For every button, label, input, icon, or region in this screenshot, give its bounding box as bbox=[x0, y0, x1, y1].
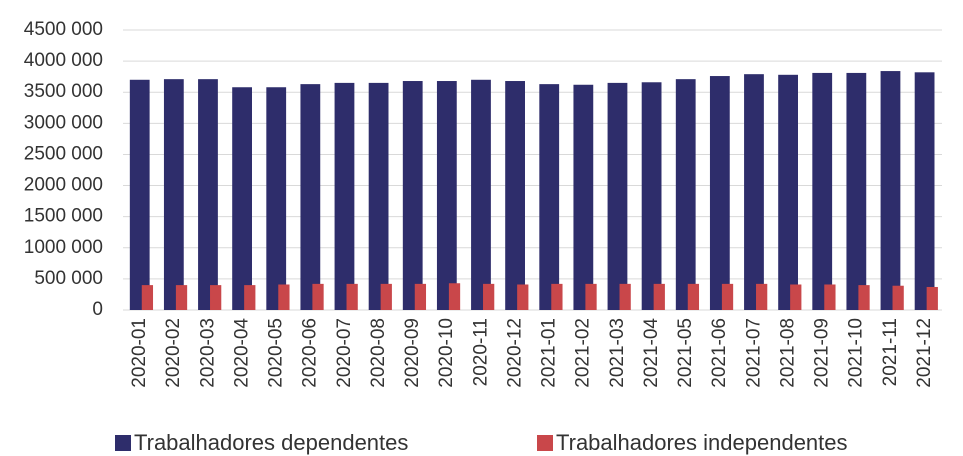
bar bbox=[300, 84, 321, 310]
x-tick-label: 2020-03 bbox=[197, 318, 218, 388]
bar bbox=[926, 286, 938, 310]
x-tick-label: 2021-10 bbox=[846, 318, 867, 388]
bar bbox=[414, 283, 427, 310]
bar bbox=[824, 284, 836, 310]
bar bbox=[573, 84, 594, 310]
y-tick-label: 2500 000 bbox=[24, 143, 103, 164]
y-tick-label: 1000 000 bbox=[24, 237, 103, 258]
bar bbox=[517, 284, 529, 310]
bar bbox=[448, 283, 461, 310]
bar bbox=[312, 283, 324, 310]
y-tick-label: 1500 000 bbox=[24, 206, 103, 227]
x-tick-label: 2020-04 bbox=[231, 318, 252, 388]
bar bbox=[914, 72, 935, 310]
bar bbox=[790, 284, 802, 310]
bar bbox=[483, 283, 495, 310]
x-tick-label: 2020-08 bbox=[368, 318, 389, 388]
bar bbox=[607, 82, 628, 310]
bar bbox=[653, 283, 665, 310]
x-tick-label: 2021-08 bbox=[777, 318, 798, 388]
x-tick-label: 2021-04 bbox=[641, 318, 662, 388]
bar bbox=[619, 283, 631, 310]
bar bbox=[380, 283, 392, 310]
x-tick-label: 2021-09 bbox=[812, 318, 833, 388]
x-tick-label: 2021-01 bbox=[539, 318, 560, 388]
bar bbox=[210, 285, 222, 310]
x-tick-label: 2021-12 bbox=[914, 318, 935, 388]
bar bbox=[778, 74, 798, 310]
y-tick-label: 500 000 bbox=[34, 268, 103, 289]
bar bbox=[892, 285, 904, 310]
bar bbox=[641, 82, 662, 311]
bar bbox=[266, 87, 287, 310]
legend-label: Trabalhadores independentes bbox=[556, 430, 848, 455]
bar bbox=[812, 72, 833, 310]
x-tick-label: 2021-05 bbox=[675, 318, 696, 388]
bar bbox=[846, 72, 867, 310]
x-tick-label: 2020-11 bbox=[470, 318, 491, 386]
bar bbox=[675, 79, 696, 311]
y-tick-label: 0 bbox=[92, 299, 103, 320]
bar bbox=[129, 79, 150, 311]
x-tick-label: 2020-06 bbox=[300, 318, 321, 388]
bar bbox=[709, 76, 730, 311]
bar bbox=[505, 81, 525, 311]
x-tick-label: 2020-05 bbox=[266, 318, 287, 388]
x-tick-label: 2020-10 bbox=[436, 318, 457, 388]
x-tick-label: 2021-03 bbox=[607, 318, 628, 388]
bar bbox=[858, 285, 870, 310]
x-tick-label: 2021-06 bbox=[709, 318, 730, 388]
bar bbox=[687, 283, 700, 310]
legend-swatch bbox=[537, 435, 553, 451]
bar bbox=[244, 285, 256, 310]
x-tick-label: 2020-02 bbox=[163, 318, 184, 388]
y-tick-label: 4500 000 bbox=[24, 19, 103, 40]
x-tick-label: 2020-07 bbox=[334, 318, 355, 388]
y-tick-label: 2000 000 bbox=[24, 175, 103, 196]
bar bbox=[402, 81, 423, 311]
legend-label: Trabalhadores dependentes bbox=[134, 430, 408, 455]
bar bbox=[721, 283, 734, 310]
bar bbox=[551, 283, 563, 310]
bar bbox=[368, 82, 389, 310]
x-tick-label: 2020-12 bbox=[504, 318, 525, 388]
x-tick-label: 2021-11 bbox=[880, 318, 901, 386]
bar bbox=[539, 84, 560, 310]
x-tick-label: 2021-07 bbox=[743, 318, 764, 388]
bar bbox=[163, 79, 184, 311]
bar bbox=[141, 285, 154, 310]
bar bbox=[175, 285, 188, 310]
bar bbox=[436, 81, 457, 311]
bar bbox=[232, 87, 252, 310]
x-tick-label: 2020-01 bbox=[129, 318, 150, 388]
bar bbox=[471, 79, 491, 311]
y-tick-label: 4000 000 bbox=[24, 50, 103, 71]
legend-swatch bbox=[115, 435, 131, 451]
x-tick-label: 2021-02 bbox=[573, 318, 594, 388]
bar bbox=[346, 283, 358, 310]
bar bbox=[880, 71, 901, 310]
bar bbox=[744, 74, 764, 310]
y-tick-label: 3500 000 bbox=[24, 81, 103, 102]
bar bbox=[278, 284, 290, 310]
bar bbox=[756, 283, 768, 310]
bar bbox=[198, 79, 218, 311]
x-tick-label: 2020-09 bbox=[402, 318, 423, 388]
bar bbox=[334, 82, 355, 310]
y-tick-label: 3000 000 bbox=[24, 112, 103, 133]
bar bbox=[585, 283, 597, 310]
